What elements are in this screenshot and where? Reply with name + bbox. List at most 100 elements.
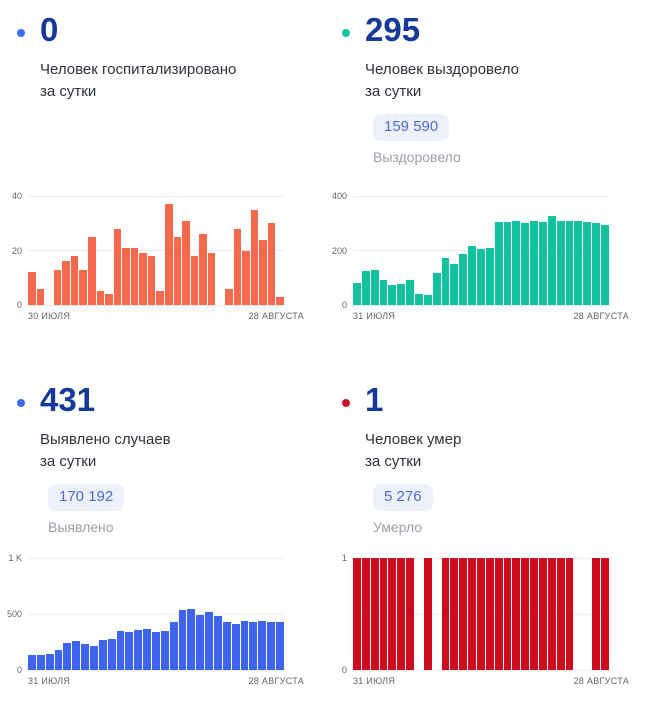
bar[interactable] <box>267 621 276 670</box>
bar[interactable] <box>196 615 205 670</box>
bar[interactable] <box>512 221 521 305</box>
bar[interactable] <box>152 631 160 670</box>
bar[interactable] <box>397 558 406 670</box>
bar[interactable] <box>96 291 105 305</box>
bar[interactable] <box>406 558 415 670</box>
bar[interactable] <box>485 558 494 670</box>
bar[interactable] <box>160 631 169 670</box>
bar[interactable] <box>173 236 182 305</box>
bar[interactable] <box>468 558 477 670</box>
bar[interactable] <box>397 283 406 305</box>
bar[interactable] <box>125 631 134 670</box>
bar[interactable] <box>224 288 233 305</box>
bar[interactable] <box>353 558 361 670</box>
bar[interactable] <box>250 209 259 305</box>
bar[interactable] <box>199 234 207 305</box>
bar[interactable] <box>574 221 583 305</box>
bar[interactable] <box>63 642 72 670</box>
bar[interactable] <box>503 221 512 305</box>
bar[interactable] <box>54 650 63 670</box>
bar[interactable] <box>90 645 98 670</box>
bar[interactable] <box>62 261 70 305</box>
bar[interactable] <box>72 641 81 670</box>
bar[interactable] <box>432 272 441 305</box>
bar[interactable] <box>207 253 216 305</box>
bar[interactable] <box>156 291 164 305</box>
bar[interactable] <box>233 228 242 305</box>
bar[interactable] <box>494 558 503 670</box>
bar[interactable] <box>530 558 539 670</box>
bar[interactable] <box>477 558 485 670</box>
bar[interactable] <box>388 285 397 305</box>
bar[interactable] <box>45 654 54 670</box>
bar[interactable] <box>353 283 361 305</box>
bar[interactable] <box>556 558 565 670</box>
bar[interactable] <box>601 224 609 305</box>
bar[interactable] <box>530 221 539 305</box>
bar[interactable] <box>259 239 267 305</box>
bar[interactable] <box>539 558 547 670</box>
bar[interactable] <box>370 269 379 305</box>
bar[interactable] <box>130 247 139 305</box>
bar[interactable] <box>116 630 125 670</box>
bar[interactable] <box>423 558 432 670</box>
bar[interactable] <box>521 558 530 670</box>
bar[interactable] <box>169 622 178 670</box>
bar[interactable] <box>242 250 250 305</box>
bar[interactable] <box>441 258 450 305</box>
bar[interactable] <box>240 620 249 670</box>
bar[interactable] <box>583 221 592 305</box>
bar[interactable] <box>477 249 485 305</box>
bar[interactable] <box>547 216 556 305</box>
bar[interactable] <box>139 253 147 305</box>
bar[interactable] <box>388 558 397 670</box>
bar[interactable] <box>143 629 152 670</box>
bar[interactable] <box>601 558 609 670</box>
bar[interactable] <box>406 280 415 305</box>
bar[interactable] <box>459 253 468 305</box>
bar[interactable] <box>231 624 240 670</box>
bar[interactable] <box>222 622 231 670</box>
bar[interactable] <box>87 236 96 305</box>
bar[interactable] <box>36 655 45 670</box>
bar[interactable] <box>258 621 267 670</box>
bar[interactable] <box>190 255 199 305</box>
bar[interactable] <box>53 269 62 305</box>
bar[interactable] <box>205 612 214 670</box>
bar[interactable] <box>521 222 530 305</box>
bar[interactable] <box>81 644 90 670</box>
bar[interactable] <box>423 295 432 305</box>
bar[interactable] <box>450 264 459 305</box>
bar[interactable] <box>592 223 601 305</box>
bar[interactable] <box>113 228 122 305</box>
bar[interactable] <box>214 616 222 670</box>
bar[interactable] <box>182 220 190 305</box>
bar[interactable] <box>565 221 574 305</box>
bar[interactable] <box>503 558 512 670</box>
bar[interactable] <box>565 558 574 670</box>
bar[interactable] <box>28 272 36 305</box>
bar[interactable] <box>122 247 130 305</box>
bar[interactable] <box>28 654 36 670</box>
bar[interactable] <box>134 629 143 670</box>
bar[interactable] <box>468 245 477 305</box>
bar[interactable] <box>105 294 113 305</box>
bar[interactable] <box>187 608 196 670</box>
bar[interactable] <box>79 269 87 305</box>
bar[interactable] <box>539 221 547 305</box>
bar[interactable] <box>107 638 116 670</box>
bar[interactable] <box>98 640 107 670</box>
bar[interactable] <box>361 270 370 305</box>
bar[interactable] <box>556 220 565 305</box>
bar[interactable] <box>450 558 459 670</box>
bar[interactable] <box>415 293 423 305</box>
bar[interactable] <box>459 558 468 670</box>
bar[interactable] <box>592 558 601 670</box>
bar[interactable] <box>249 621 258 670</box>
bar[interactable] <box>379 558 388 670</box>
bar[interactable] <box>370 558 379 670</box>
bar[interactable] <box>276 621 284 670</box>
bar[interactable] <box>147 255 156 305</box>
bar[interactable] <box>494 221 503 305</box>
bar[interactable] <box>379 280 388 305</box>
